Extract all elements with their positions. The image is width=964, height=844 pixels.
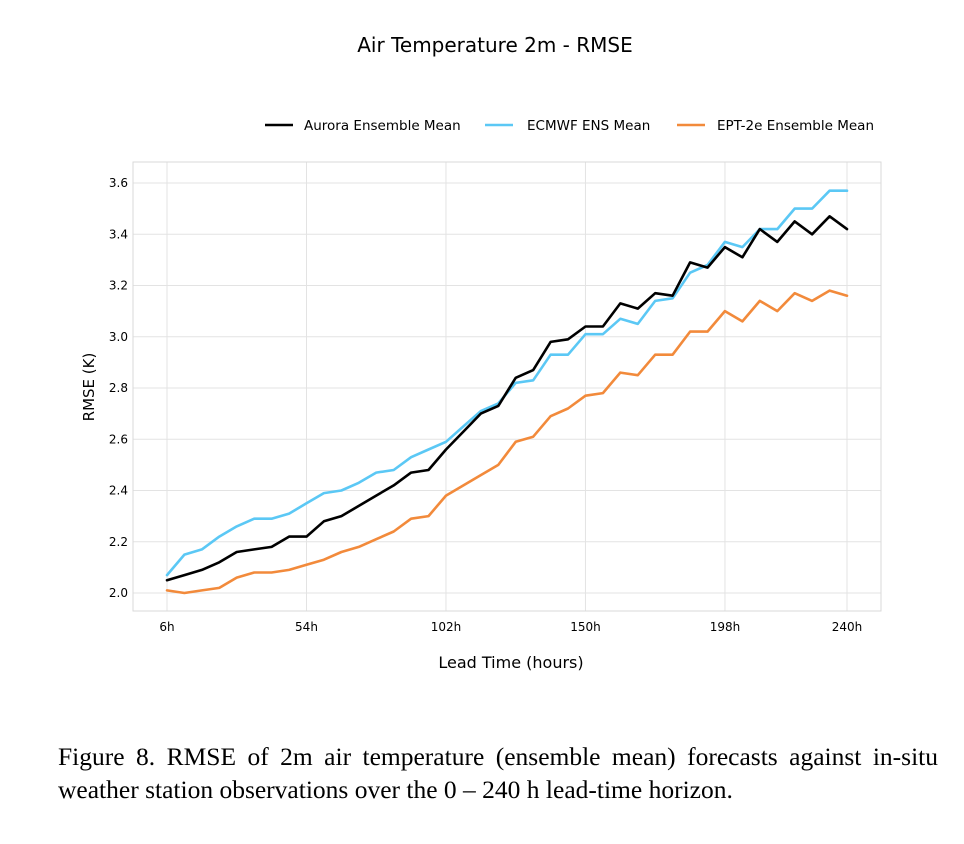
y-axis-ticks: 2.0 2.2 2.4 2.6 2.8 3.0 3.2 3.4 3.6 (109, 176, 128, 600)
y-tick-label: 2.8 (109, 381, 128, 395)
x-axis-label: Lead Time (hours) (438, 653, 583, 672)
x-tick-label: 102h (431, 620, 462, 634)
y-tick-label: 2.0 (109, 586, 128, 600)
y-axis-label: RMSE (K) (80, 353, 98, 422)
y-tick-label: 2.2 (109, 535, 128, 549)
series-line-ecmwf-ens-mean (165, 189, 849, 577)
x-axis-ticks: 6h 54h 102h 150h 198h 240h (159, 620, 862, 634)
x-tick-label: 6h (159, 620, 174, 634)
rmse-line-chart: 6h 54h 102h 150h 198h 240h 2.0 2.2 2.4 2.6 2.8 3.0… (80, 118, 882, 672)
chart-title: Air Temperature 2m - RMSE (357, 33, 633, 57)
x-tick-label: 54h (295, 620, 318, 634)
y-tick-label: 2.6 (109, 432, 128, 446)
series-lines (165, 189, 849, 595)
x-tick-label: 240h (832, 620, 863, 634)
legend: Aurora Ensemble Mean ECMWF ENS Mean EPT-2e… (265, 118, 874, 134)
y-tick-label: 3.6 (109, 176, 128, 190)
y-tick-label: 2.4 (109, 484, 128, 498)
series-line-aurora-ensemble-mean (165, 215, 849, 582)
legend-label: ECMWF ENS Mean (527, 118, 650, 134)
y-tick-label: 3.0 (109, 330, 128, 344)
plot-area-frame (132, 161, 882, 612)
figure-caption: Figure 8. RMSE of 2m air temperature (en… (58, 742, 938, 804)
y-tick-label: 3.2 (109, 279, 128, 293)
legend-label: Aurora Ensemble Mean (304, 118, 461, 134)
x-tick-label: 150h (570, 620, 601, 634)
series-line-ept-2e-ensemble-mean (165, 289, 849, 595)
y-tick-label: 3.4 (109, 227, 128, 241)
grid (133, 162, 881, 611)
x-tick-label: 198h (710, 620, 741, 634)
legend-label: EPT-2e Ensemble Mean (717, 118, 874, 134)
